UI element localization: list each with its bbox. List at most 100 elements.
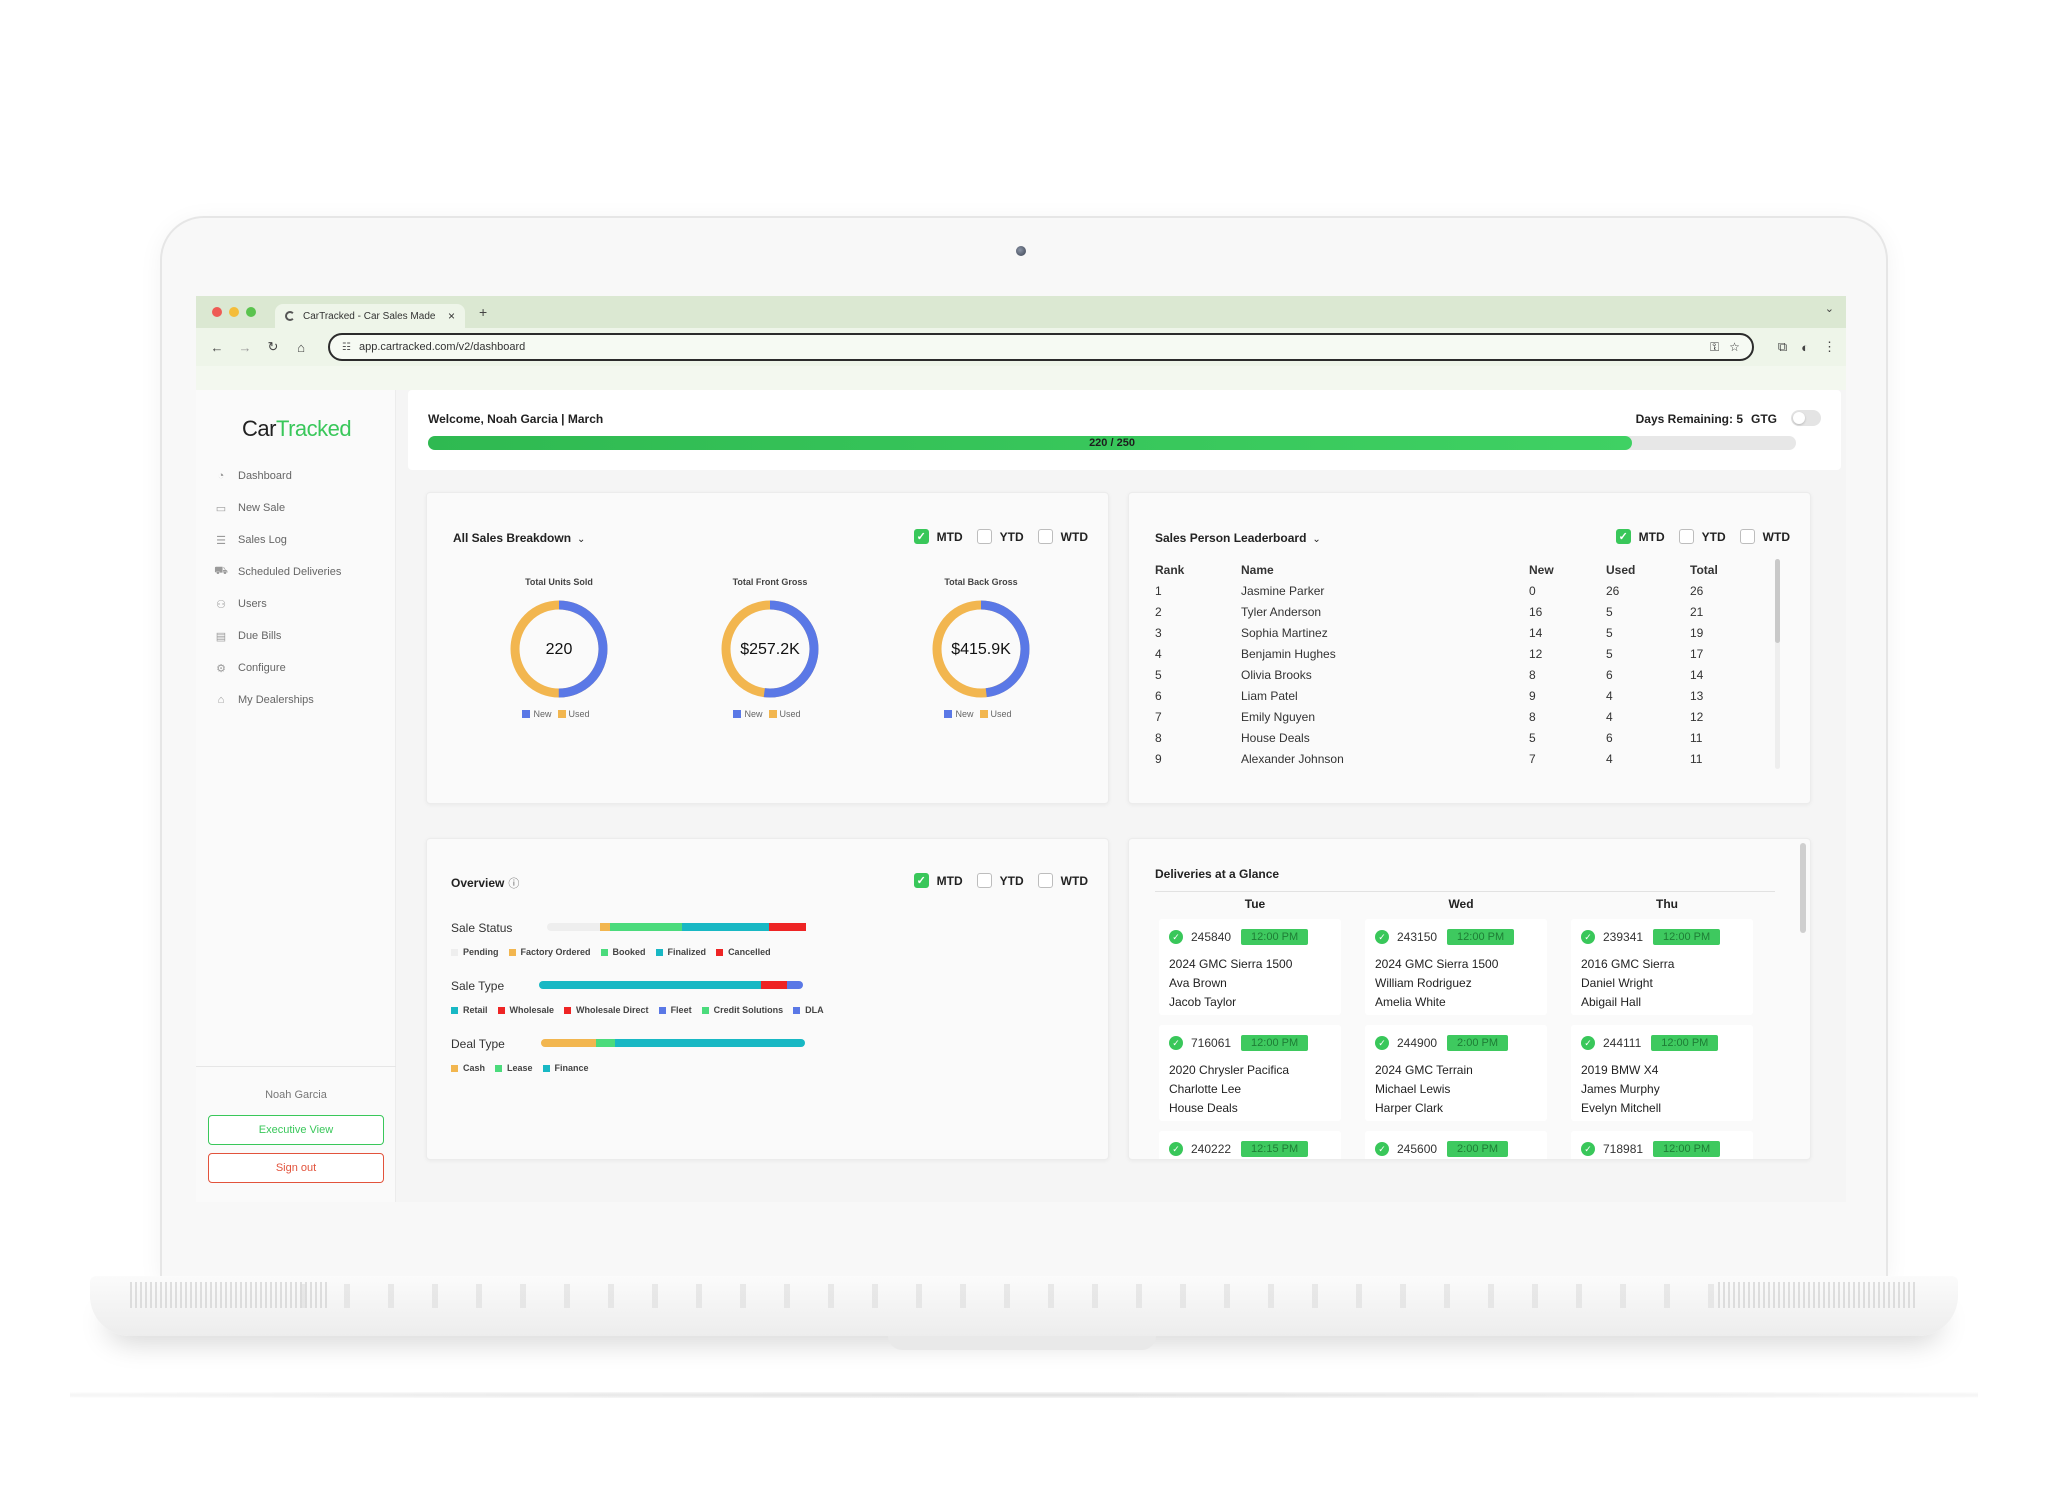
gtg-toggle[interactable] <box>1791 410 1821 426</box>
sale-status-bar[interactable] <box>547 923 811 931</box>
bar-segment[interactable] <box>681 923 769 931</box>
legend-label[interactable]: Booked <box>612 947 646 957</box>
legend-label[interactable]: Wholesale Direct <box>576 1005 649 1015</box>
sidebar-item-scheduled-deliveries[interactable]: ⛟ Scheduled Deliveries <box>196 556 395 588</box>
close-window-button[interactable] <box>212 307 222 317</box>
header-total[interactable]: Total <box>1690 562 1718 577</box>
deal-number[interactable]: 245840 <box>1191 930 1232 944</box>
delivery-card[interactable]: ✓ 245840 12:00 PM 2024 GMC Sierra 1500 Ava B… <box>1159 919 1341 1015</box>
legend-label[interactable]: Pending <box>463 947 499 957</box>
deal-type-bar[interactable] <box>541 1039 805 1047</box>
deliveries-scrollbar[interactable] <box>1800 843 1806 933</box>
sign-out-button[interactable]: Sign out <box>208 1153 384 1183</box>
legend-label[interactable]: Retail <box>463 1005 488 1015</box>
mtd-checkbox[interactable]: ✓ <box>913 873 929 888</box>
delivery-card[interactable]: ✓ 243150 12:00 PM 2024 GMC Sierra 1500 Willi… <box>1365 919 1547 1015</box>
extensions-icon[interactable]: ⧉ <box>1777 339 1788 354</box>
bar-segment[interactable] <box>760 981 788 989</box>
bar-segment[interactable] <box>768 923 806 931</box>
deal-number[interactable]: 244900 <box>1397 1036 1438 1050</box>
minimize-window-button[interactable] <box>229 307 239 317</box>
deal-number[interactable]: 239341 <box>1603 930 1644 944</box>
sale-type-bar[interactable] <box>539 981 803 989</box>
sidebar-item-sales-log[interactable]: ☰ Sales Log <box>196 524 395 556</box>
deal-number[interactable]: 244111 <box>1603 1036 1642 1050</box>
new-tab-button[interactable]: + <box>479 304 488 320</box>
info-icon[interactable]: ⓘ <box>508 878 520 890</box>
legend-label[interactable]: Finalized <box>667 947 707 957</box>
site-info-icon[interactable]: ☷ <box>342 341 351 353</box>
bar-segment[interactable] <box>539 981 761 989</box>
ytd-checkbox[interactable] <box>976 529 992 544</box>
sidebar-item-my-dealerships[interactable]: ⌂ My Dealerships <box>196 684 395 716</box>
browser-tab[interactable]: CarTracked - Car Sales Made × <box>275 304 465 328</box>
sidebar-item-users[interactable]: ⚇ Users <box>196 588 395 620</box>
legend-label[interactable]: Cash <box>463 1063 486 1073</box>
maximize-window-button[interactable] <box>246 307 256 317</box>
home-icon[interactable]: ⌂ <box>297 339 305 355</box>
legend-label[interactable]: Credit Solutions <box>713 1005 784 1015</box>
bar-segment[interactable] <box>787 981 803 989</box>
new-sale-icon: ▭ <box>215 502 227 515</box>
delivery-card[interactable]: ✓ 244900 2:00 PM 2024 GMC Terrain Michael Le… <box>1365 1025 1547 1121</box>
bar-segment[interactable] <box>599 923 611 931</box>
bar-segment[interactable] <box>614 1039 805 1047</box>
deal-number[interactable]: 240222 <box>1191 1142 1232 1156</box>
deal-number[interactable]: 245600 <box>1397 1142 1438 1156</box>
legend-label[interactable]: Wholesale <box>509 1005 555 1015</box>
deal-number[interactable]: 718981 <box>1603 1142 1644 1156</box>
deal-number[interactable]: 716061 <box>1191 1036 1232 1050</box>
header-name[interactable]: Name <box>1241 562 1274 577</box>
logo[interactable]: CarTracked <box>242 416 395 442</box>
legend-label[interactable]: Fleet <box>670 1005 692 1015</box>
legend-label[interactable]: Factory Ordered <box>520 947 591 957</box>
scrollbar-thumb[interactable] <box>1775 559 1780 643</box>
sidebar-item-configure[interactable]: ⚙ Configure <box>196 652 395 684</box>
leaderboard-scrollbar[interactable] <box>1775 559 1780 769</box>
legend-label[interactable]: Cancelled <box>728 947 771 957</box>
legend-label[interactable]: Finance <box>554 1063 589 1073</box>
menu-icon[interactable]: ⋮ <box>1823 339 1836 354</box>
mtd-checkbox[interactable]: ✓ <box>913 529 929 544</box>
cell-name: Sophia Martinez <box>1241 625 1328 640</box>
profile-icon[interactable]: ◐ <box>1801 339 1809 355</box>
leaderboard-dropdown[interactable]: Sales Person Leaderboard ⌄ <box>1155 531 1321 545</box>
bar-segment[interactable] <box>547 923 600 931</box>
sidebar-item-dashboard[interactable]: ◔ Dashboard <box>196 460 395 492</box>
delivery-card[interactable]: ✓ 239341 12:00 PM 2016 GMC Sierra Daniel Wri… <box>1571 919 1753 1015</box>
ytd-checkbox[interactable] <box>1678 529 1694 544</box>
delivery-card[interactable]: ✓ 240222 12:15 PM <box>1159 1131 1341 1159</box>
wtd-checkbox[interactable] <box>1037 529 1053 544</box>
legend-label[interactable]: DLA <box>805 1005 824 1015</box>
bar-segment[interactable] <box>541 1039 597 1047</box>
delivery-card[interactable]: ✓ 245600 2:00 PM <box>1365 1131 1547 1159</box>
executive-view-button[interactable]: Executive View <box>208 1115 384 1145</box>
sidebar-item-new-sale[interactable]: ▭ New Sale <box>196 492 395 524</box>
wtd-checkbox[interactable] <box>1739 529 1755 544</box>
legend-label[interactable]: Lease <box>507 1063 533 1073</box>
mtd-checkbox[interactable]: ✓ <box>1615 529 1631 544</box>
delivery-card[interactable]: ✓ 716061 12:00 PM 2020 Chrysler Pacifica Cha… <box>1159 1025 1341 1121</box>
tab-close-icon[interactable]: × <box>447 309 455 323</box>
star-icon[interactable]: ☆ <box>1729 340 1740 354</box>
wtd-checkbox[interactable] <box>1037 873 1053 888</box>
deal-number[interactable]: 243150 <box>1397 930 1438 944</box>
header-rank[interactable]: Rank <box>1155 562 1185 577</box>
header-used[interactable]: Used <box>1606 562 1636 577</box>
breakdown-dropdown[interactable]: All Sales Breakdown ⌄ <box>453 531 585 545</box>
ytd-checkbox[interactable] <box>976 873 992 888</box>
delivery-card[interactable]: ✓ 244111 12:00 PM 2019 BMW X4 James Murphy Ev… <box>1571 1025 1753 1121</box>
bar-segment[interactable] <box>610 923 682 931</box>
back-icon[interactable]: ← <box>210 339 224 355</box>
bar-segment[interactable] <box>596 1039 615 1047</box>
leaderboard-body[interactable]: 1 Jasmine Parker 0 26 26 2 Tyler Anderson 16 5 21… <box>1155 580 1781 772</box>
key-icon[interactable]: ⚿ <box>1709 339 1720 354</box>
address-bar[interactable]: ☷ app.cartracked.com/v2/dashboard ⚿ ☆ <box>328 333 1754 361</box>
tab-search-chevron-icon[interactable]: ⌄ <box>1824 303 1834 315</box>
reload-icon[interactable]: ↻ <box>267 339 279 354</box>
forward-icon[interactable]: → <box>238 339 252 355</box>
donut-back-gross: Total Back Gross $415.9K New Used <box>911 577 1051 719</box>
delivery-card[interactable]: ✓ 718981 12:00 PM <box>1571 1131 1753 1159</box>
header-new[interactable]: New <box>1529 562 1554 577</box>
sidebar-item-due-bills[interactable]: ▤ Due Bills <box>196 620 395 652</box>
